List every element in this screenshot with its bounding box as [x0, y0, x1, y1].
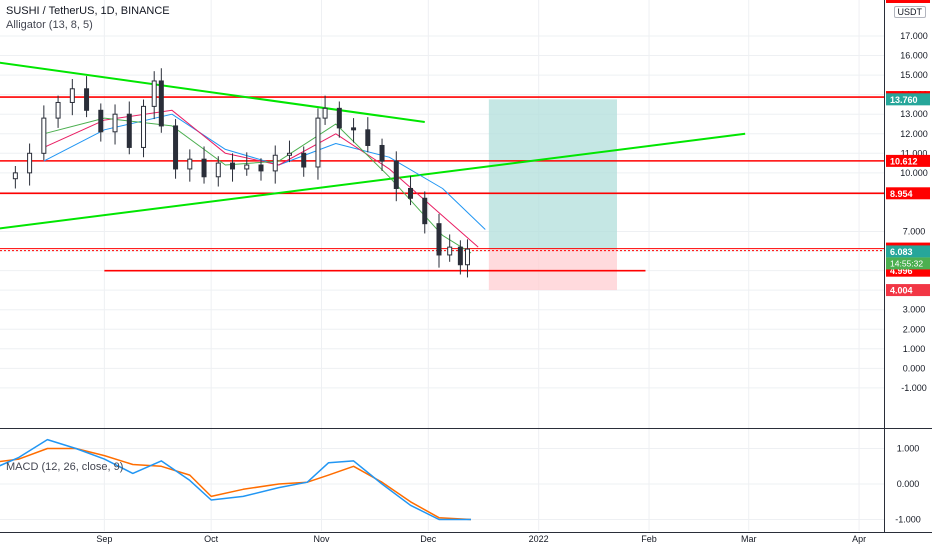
symbol-legend[interactable]: SUSHI / TetherUS, 1D, BINANCE	[6, 5, 170, 17]
candle-down[interactable]	[258, 164, 264, 172]
candle-down[interactable]	[158, 80, 164, 127]
time-axis[interactable]: Sep Oct Nov Dec 2022 Feb Mar Apr	[96, 534, 866, 544]
candle-up[interactable]	[55, 101, 61, 119]
time-tick-label: Dec	[420, 534, 437, 544]
candle-up[interactable]	[27, 152, 33, 174]
alligator-legend[interactable]: Alligator (13, 8, 5)	[6, 19, 93, 31]
candle-down[interactable]	[408, 187, 414, 199]
time-tick-label: 2022	[529, 534, 549, 544]
price-tag-text: 4.996	[890, 266, 913, 276]
time-tick-label: Apr	[852, 534, 866, 544]
candle-down[interactable]	[393, 160, 399, 189]
countdown-label: 14:55:32	[890, 258, 923, 268]
candle-down[interactable]	[126, 113, 132, 148]
price-tick-label: 12.000	[900, 129, 928, 139]
long-position-stop-zone[interactable]	[488, 249, 617, 291]
candle-down[interactable]	[422, 197, 428, 225]
price-tick-label: -1.000	[901, 383, 927, 393]
time-tick-label: Nov	[314, 534, 331, 544]
candle-up[interactable]	[151, 80, 157, 107]
candles[interactable]	[12, 68, 470, 278]
price-tag-bg	[886, 245, 930, 258]
macd-signal-line[interactable]	[0, 447, 472, 521]
price-tag-level[interactable]: 8.954	[886, 187, 930, 200]
price-tick-label: 13.000	[900, 109, 928, 119]
candle-up[interactable]	[215, 162, 221, 178]
time-tick-label: Mar	[741, 534, 757, 544]
candle-up[interactable]	[244, 164, 250, 170]
time-tick-label: Sep	[96, 534, 112, 544]
price-tick-label: 10.000	[900, 168, 928, 178]
candle-up[interactable]	[112, 113, 118, 133]
candle-down[interactable]	[457, 246, 463, 266]
candle-up[interactable]	[315, 117, 321, 168]
price-tick-label: 17.000	[900, 31, 928, 41]
macd-legend[interactable]: MACD (12, 26, close, 9)	[6, 461, 124, 473]
price-tag-text: 10.612	[890, 156, 918, 166]
price-tag-text: 8.954	[890, 189, 913, 199]
price-tick-label: 15.000	[900, 70, 928, 80]
candle-up[interactable]	[272, 154, 278, 172]
price-tag-current[interactable]: 6.083	[886, 245, 930, 258]
grid	[0, 0, 884, 531]
price-tick-label: 11.000	[901, 148, 928, 158]
candle-up[interactable]	[141, 105, 147, 148]
price-tag-text: 6.083	[890, 247, 913, 257]
countdown-bg	[886, 257, 930, 270]
price-axis[interactable]: 17.00016.00015.00014.00013.00012.00011.0…	[886, 0, 930, 525]
price-tag-bg	[886, 284, 930, 297]
price-tick-label: 7.000	[903, 227, 926, 237]
offscreen-level-marker	[886, 0, 930, 3]
candle-up[interactable]	[464, 248, 470, 266]
macd-tick-label: 0.000	[897, 479, 920, 489]
price-tag-bg	[886, 93, 930, 106]
alligator-lips-line[interactable]	[43, 117, 472, 254]
candle-down[interactable]	[336, 107, 342, 129]
trendline[interactable]	[0, 61, 425, 124]
macd-tick-label: -1.000	[895, 515, 921, 525]
trendline[interactable]	[0, 132, 746, 230]
price-tag-text: 4.004	[890, 286, 913, 296]
price-tag-stop[interactable]: 4.004	[886, 284, 930, 297]
price-tick-label: 2.000	[903, 324, 926, 334]
macd-line[interactable]	[0, 438, 471, 521]
price-tag-target[interactable]: 13.760	[886, 93, 930, 106]
price-tick-label: 0.000	[903, 363, 926, 373]
candle-down[interactable]	[201, 158, 207, 178]
macd-pane[interactable]	[0, 438, 472, 521]
price-tag-level[interactable]: 10.612	[886, 154, 930, 167]
candle-down[interactable]	[301, 152, 307, 168]
candle-down[interactable]	[84, 88, 90, 111]
price-pane[interactable]	[0, 61, 884, 291]
candle-down[interactable]	[351, 127, 357, 131]
candle-up[interactable]	[187, 158, 193, 170]
candle-down[interactable]	[173, 125, 179, 170]
candle-up[interactable]	[447, 246, 453, 256]
time-tick-label: Oct	[204, 534, 219, 544]
long-position-profit-zone[interactable]	[488, 99, 617, 250]
candle-up[interactable]	[41, 117, 47, 154]
price-tick-label: 3.000	[903, 305, 926, 315]
candle-down[interactable]	[230, 162, 236, 170]
currency-badge[interactable]: USDT	[893, 6, 926, 18]
candle-up[interactable]	[286, 152, 292, 156]
time-tick-label: Feb	[641, 534, 657, 544]
candle-down[interactable]	[98, 109, 104, 133]
price-tag-bg	[886, 187, 930, 200]
price-tick-label: 16.000	[900, 51, 928, 61]
candle-down[interactable]	[365, 129, 371, 146]
candle-up[interactable]	[12, 172, 18, 180]
price-tick-label: 1.000	[903, 344, 926, 354]
candle-up[interactable]	[69, 88, 75, 103]
price-tag-bg	[886, 154, 930, 167]
candle-up[interactable]	[322, 107, 328, 119]
alligator-jaw-line[interactable]	[43, 113, 486, 230]
macd-tick-label: 1.000	[897, 444, 920, 454]
candle-down[interactable]	[379, 144, 385, 162]
candle-down[interactable]	[436, 223, 442, 256]
price-tag-text: 13.760	[890, 95, 918, 105]
